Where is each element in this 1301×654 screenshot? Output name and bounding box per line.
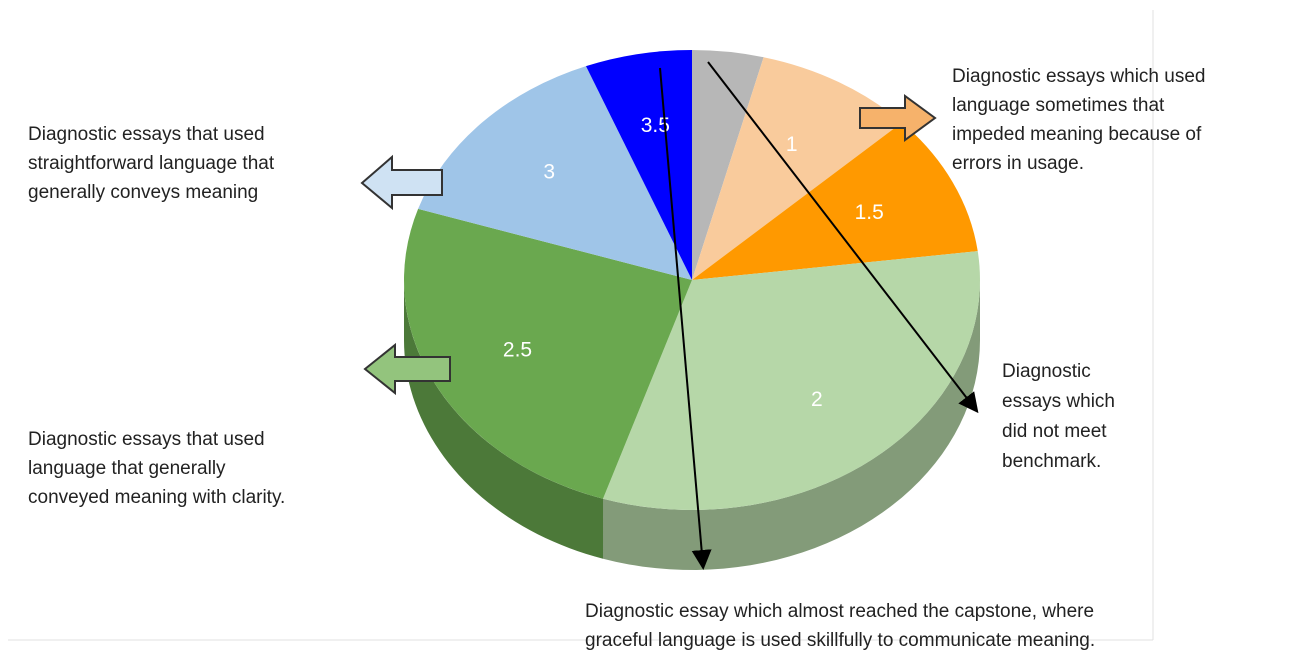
slice-side — [603, 280, 980, 570]
annotation-line: language that generally — [28, 458, 226, 479]
annotation-line: errors in usage. — [952, 153, 1084, 174]
annotation-line: benchmark. — [1002, 451, 1101, 472]
annotation-line: essays which — [1002, 391, 1115, 412]
annotation-line: Diagnostic essays that used — [28, 124, 265, 145]
block-arrow — [363, 342, 451, 396]
annotation: Diagnostic essay which almost reached th… — [585, 601, 1095, 651]
slice-side — [404, 280, 604, 559]
annotation: Diagnostic essays that used straightforwa… — [28, 124, 275, 203]
annotations-layer — [360, 61, 979, 570]
slice — [692, 122, 978, 280]
pointer-arrow — [659, 67, 712, 570]
annotation-line: conveyed meaning with clarity. — [28, 487, 285, 508]
slice-label: 2.5 — [503, 339, 532, 362]
slice — [603, 251, 980, 511]
slice-label: 1.5 — [855, 201, 884, 224]
slice — [692, 57, 902, 280]
annotation: Diagnostic essays which used language som… — [952, 66, 1205, 174]
annotation-line: Diagnostic essay which almost reached th… — [585, 601, 1094, 622]
slice-label: 3 — [543, 160, 555, 183]
annotation-line: Diagnostic essays that used — [28, 429, 265, 450]
block-arrow — [859, 94, 937, 142]
annotation-line: language sometimes that — [952, 95, 1165, 116]
slice — [418, 66, 692, 281]
pie: 1 1.5 2 2.5 3 3.5 — [403, 50, 980, 570]
slice-label: 1 — [786, 133, 798, 156]
block-arrow — [360, 154, 443, 211]
slice-label: 3.5 — [641, 114, 670, 137]
annotation-line: Diagnostic essays which used — [952, 66, 1205, 87]
pointer-arrow — [707, 61, 979, 414]
annotation: Diagnostic essays which did not meet benchm… — [1002, 361, 1115, 472]
annotation-line: impeded meaning because of — [952, 124, 1202, 145]
annotation: Diagnostic essays that used language that… — [28, 429, 285, 508]
annotation-line: straightforward language that — [28, 153, 275, 174]
annotation-line: generally conveys meaning — [28, 182, 258, 203]
annotation-line: graceful language is used skillfully to … — [585, 630, 1095, 651]
slice — [692, 50, 764, 280]
annotation-line: did not meet — [1002, 421, 1107, 442]
slice — [403, 208, 692, 499]
slice-label: 2 — [811, 388, 823, 411]
annotation-line: Diagnostic — [1002, 361, 1091, 382]
slice — [585, 50, 692, 280]
